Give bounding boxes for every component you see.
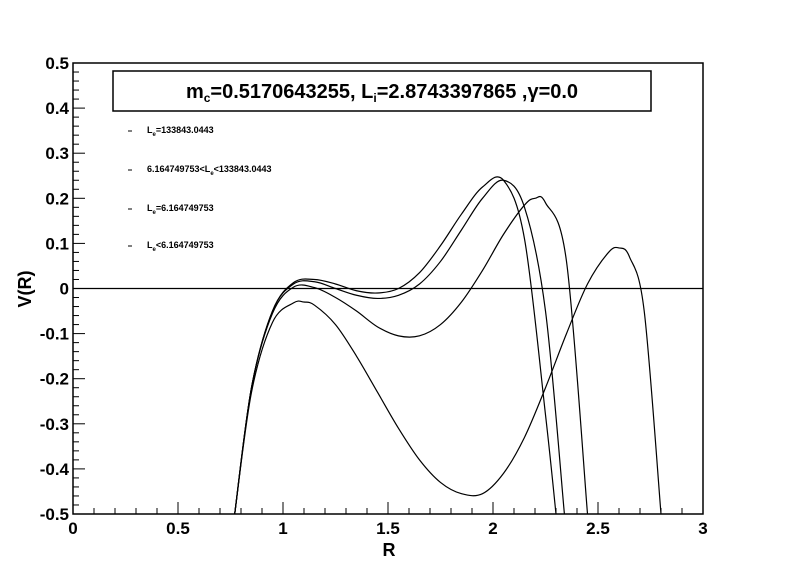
- series-line-4: [234, 246, 662, 515]
- x-tick-label: 1.5: [376, 519, 400, 538]
- y-tick-label: -0.5: [40, 505, 69, 524]
- y-axis-title: V(R): [15, 271, 35, 308]
- y-tick-label: 0.4: [45, 99, 69, 118]
- title-li-value: 2.8743397865: [388, 81, 516, 103]
- legend-entry-3: Le=6.164749753: [147, 203, 214, 216]
- y-tick-label: 0: [60, 280, 69, 299]
- y-tick-labels: -0.5 -0.4 -0.3 -0.2 -0.1 0 0.1 0.2 0.3 0.4 0.5: [40, 54, 70, 524]
- title-box: [112, 70, 652, 112]
- x-tick-label: 0: [68, 519, 77, 538]
- x-tick-label: 2.5: [586, 519, 610, 538]
- series-lines: [234, 176, 662, 515]
- title-mc-value: 0.5170643255: [222, 81, 350, 103]
- chart-title: mc=0.5170643255, Li=2.8743397865 ,γ=0.0: [186, 81, 578, 105]
- series-line-2: [234, 179, 565, 515]
- y-tick-label: -0.3: [40, 415, 69, 434]
- legend-entry-1: Le=133843.0443: [147, 125, 214, 138]
- x-axis-title: R: [383, 540, 396, 560]
- x-tick-label: 1: [278, 519, 287, 538]
- y-tick-label: 0.3: [45, 144, 69, 163]
- y-tick-label: 0.2: [45, 189, 69, 208]
- y-tick-label: 0.5: [45, 54, 69, 73]
- y-tick-label: -0.1: [40, 325, 69, 344]
- y-tick-label: 0.1: [45, 234, 69, 253]
- y-tick-label: -0.4: [40, 460, 70, 479]
- title-gamma-value: 0.0: [550, 81, 578, 103]
- axis-ticks: [72, 62, 704, 515]
- x-tick-label: 2: [488, 519, 497, 538]
- series-line-3: [234, 195, 589, 515]
- legend-entry-2: 6.164749753<Le<133843.0443: [147, 164, 271, 177]
- legend: Le=133843.0443 6.164749753<Le<133843.0443…: [128, 125, 271, 253]
- y-tick-label: -0.2: [40, 370, 69, 389]
- x-tick-label: 0.5: [166, 519, 190, 538]
- x-tick-label: 3: [698, 519, 707, 538]
- legend-entry-4: Le<6.164749753: [147, 240, 214, 253]
- x-tick-labels: 0 0.5 1 1.5 2 2.5 3: [68, 519, 707, 538]
